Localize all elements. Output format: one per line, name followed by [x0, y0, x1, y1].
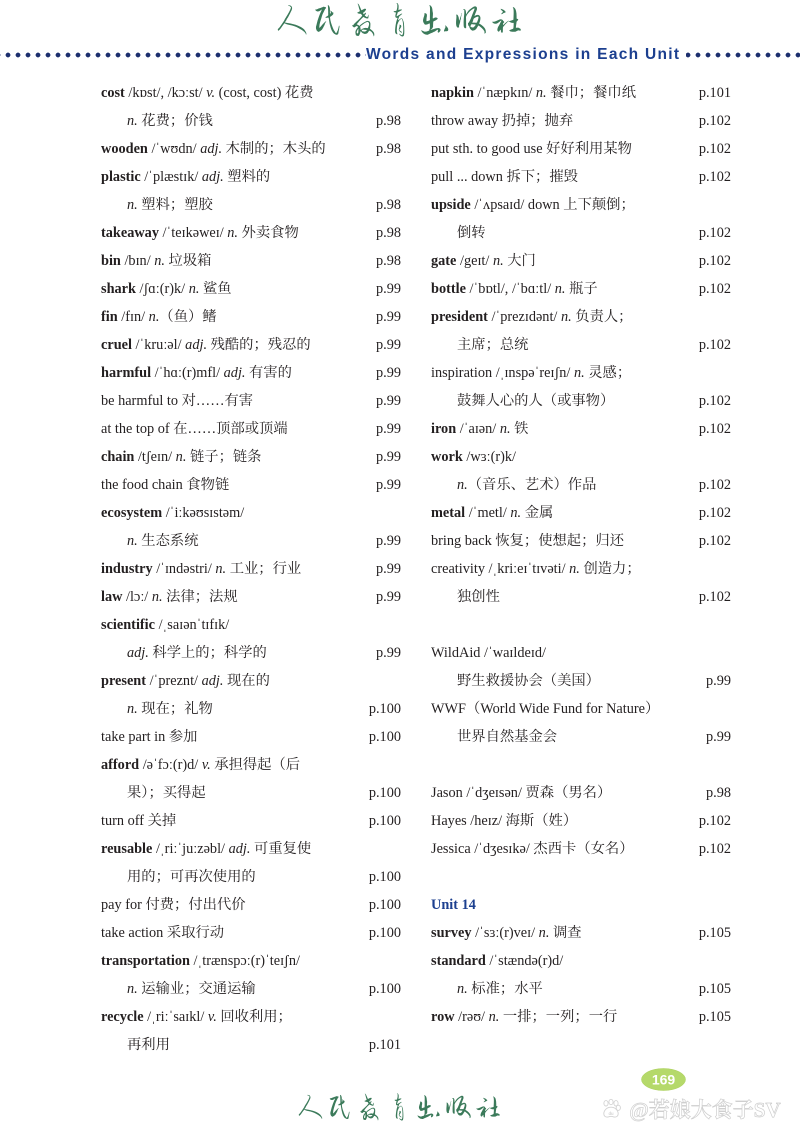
svg-text:169: 169: [652, 1072, 676, 1088]
svg-text:du: du: [608, 1111, 614, 1116]
